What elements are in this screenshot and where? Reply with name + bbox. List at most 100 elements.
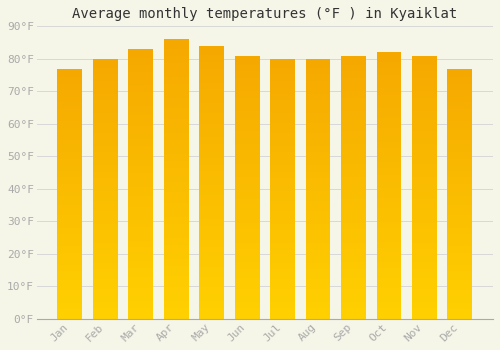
Bar bbox=[200, 129, 224, 131]
Bar bbox=[58, 308, 82, 309]
Bar bbox=[270, 60, 295, 61]
Bar bbox=[128, 50, 153, 52]
Bar bbox=[341, 78, 366, 79]
Bar bbox=[412, 120, 437, 121]
Bar bbox=[270, 61, 295, 63]
Bar bbox=[235, 79, 260, 81]
Bar bbox=[341, 299, 366, 300]
Bar bbox=[412, 270, 437, 272]
Bar bbox=[235, 193, 260, 194]
Bar bbox=[376, 215, 402, 216]
Bar bbox=[376, 196, 402, 198]
Bar bbox=[448, 101, 472, 102]
Bar bbox=[93, 141, 118, 142]
Bar bbox=[412, 175, 437, 177]
Bar bbox=[448, 164, 472, 165]
Bar bbox=[235, 184, 260, 186]
Bar bbox=[164, 315, 188, 316]
Bar bbox=[200, 200, 224, 202]
Bar bbox=[448, 174, 472, 175]
Bar bbox=[58, 162, 82, 164]
Bar bbox=[270, 201, 295, 202]
Bar bbox=[200, 106, 224, 107]
Bar bbox=[412, 140, 437, 141]
Bar bbox=[93, 259, 118, 260]
Bar bbox=[235, 261, 260, 262]
Bar bbox=[164, 220, 188, 221]
Bar bbox=[235, 285, 260, 286]
Bar bbox=[412, 84, 437, 86]
Bar bbox=[235, 74, 260, 75]
Bar bbox=[341, 150, 366, 152]
Bar bbox=[412, 160, 437, 161]
Bar bbox=[412, 240, 437, 241]
Bar bbox=[128, 214, 153, 215]
Bar bbox=[93, 290, 118, 292]
Bar bbox=[200, 167, 224, 169]
Bar bbox=[58, 203, 82, 204]
Bar bbox=[448, 158, 472, 159]
Bar bbox=[341, 90, 366, 91]
Bar bbox=[270, 130, 295, 132]
Bar bbox=[306, 271, 330, 272]
Bar bbox=[93, 308, 118, 310]
Bar bbox=[306, 211, 330, 212]
Bar bbox=[341, 124, 366, 125]
Bar bbox=[164, 126, 188, 127]
Bar bbox=[128, 144, 153, 145]
Bar bbox=[306, 188, 330, 189]
Bar bbox=[164, 288, 188, 289]
Bar bbox=[93, 180, 118, 181]
Bar bbox=[93, 59, 118, 60]
Bar bbox=[93, 117, 118, 119]
Bar bbox=[164, 151, 188, 153]
Bar bbox=[200, 308, 224, 309]
Bar bbox=[270, 271, 295, 272]
Bar bbox=[376, 108, 402, 110]
Bar bbox=[270, 171, 295, 172]
Bar bbox=[58, 266, 82, 267]
Bar bbox=[376, 212, 402, 214]
Bar bbox=[376, 84, 402, 86]
Bar bbox=[376, 115, 402, 116]
Bar bbox=[412, 314, 437, 315]
Bar bbox=[128, 268, 153, 269]
Bar bbox=[200, 207, 224, 208]
Bar bbox=[306, 308, 330, 310]
Bar bbox=[128, 188, 153, 189]
Bar bbox=[341, 121, 366, 123]
Bar bbox=[164, 242, 188, 243]
Bar bbox=[128, 311, 153, 312]
Bar bbox=[306, 303, 330, 304]
Bar bbox=[200, 83, 224, 84]
Bar bbox=[235, 267, 260, 269]
Bar bbox=[341, 87, 366, 89]
Bar bbox=[270, 229, 295, 230]
Bar bbox=[164, 97, 188, 98]
Bar bbox=[412, 173, 437, 174]
Bar bbox=[235, 90, 260, 91]
Bar bbox=[93, 295, 118, 297]
Bar bbox=[164, 165, 188, 167]
Bar bbox=[93, 288, 118, 289]
Bar bbox=[93, 294, 118, 295]
Bar bbox=[58, 147, 82, 149]
Bar bbox=[306, 237, 330, 238]
Bar bbox=[376, 244, 402, 246]
Bar bbox=[376, 139, 402, 140]
Bar bbox=[448, 245, 472, 246]
Bar bbox=[58, 104, 82, 105]
Bar bbox=[448, 204, 472, 205]
Bar bbox=[128, 297, 153, 299]
Bar bbox=[341, 296, 366, 298]
Bar bbox=[412, 156, 437, 157]
Bar bbox=[341, 61, 366, 62]
Bar bbox=[270, 234, 295, 236]
Bar bbox=[448, 195, 472, 196]
Bar bbox=[270, 284, 295, 285]
Bar bbox=[164, 134, 188, 136]
Bar bbox=[128, 238, 153, 239]
Bar bbox=[448, 246, 472, 247]
Bar bbox=[376, 95, 402, 96]
Bar bbox=[306, 106, 330, 107]
